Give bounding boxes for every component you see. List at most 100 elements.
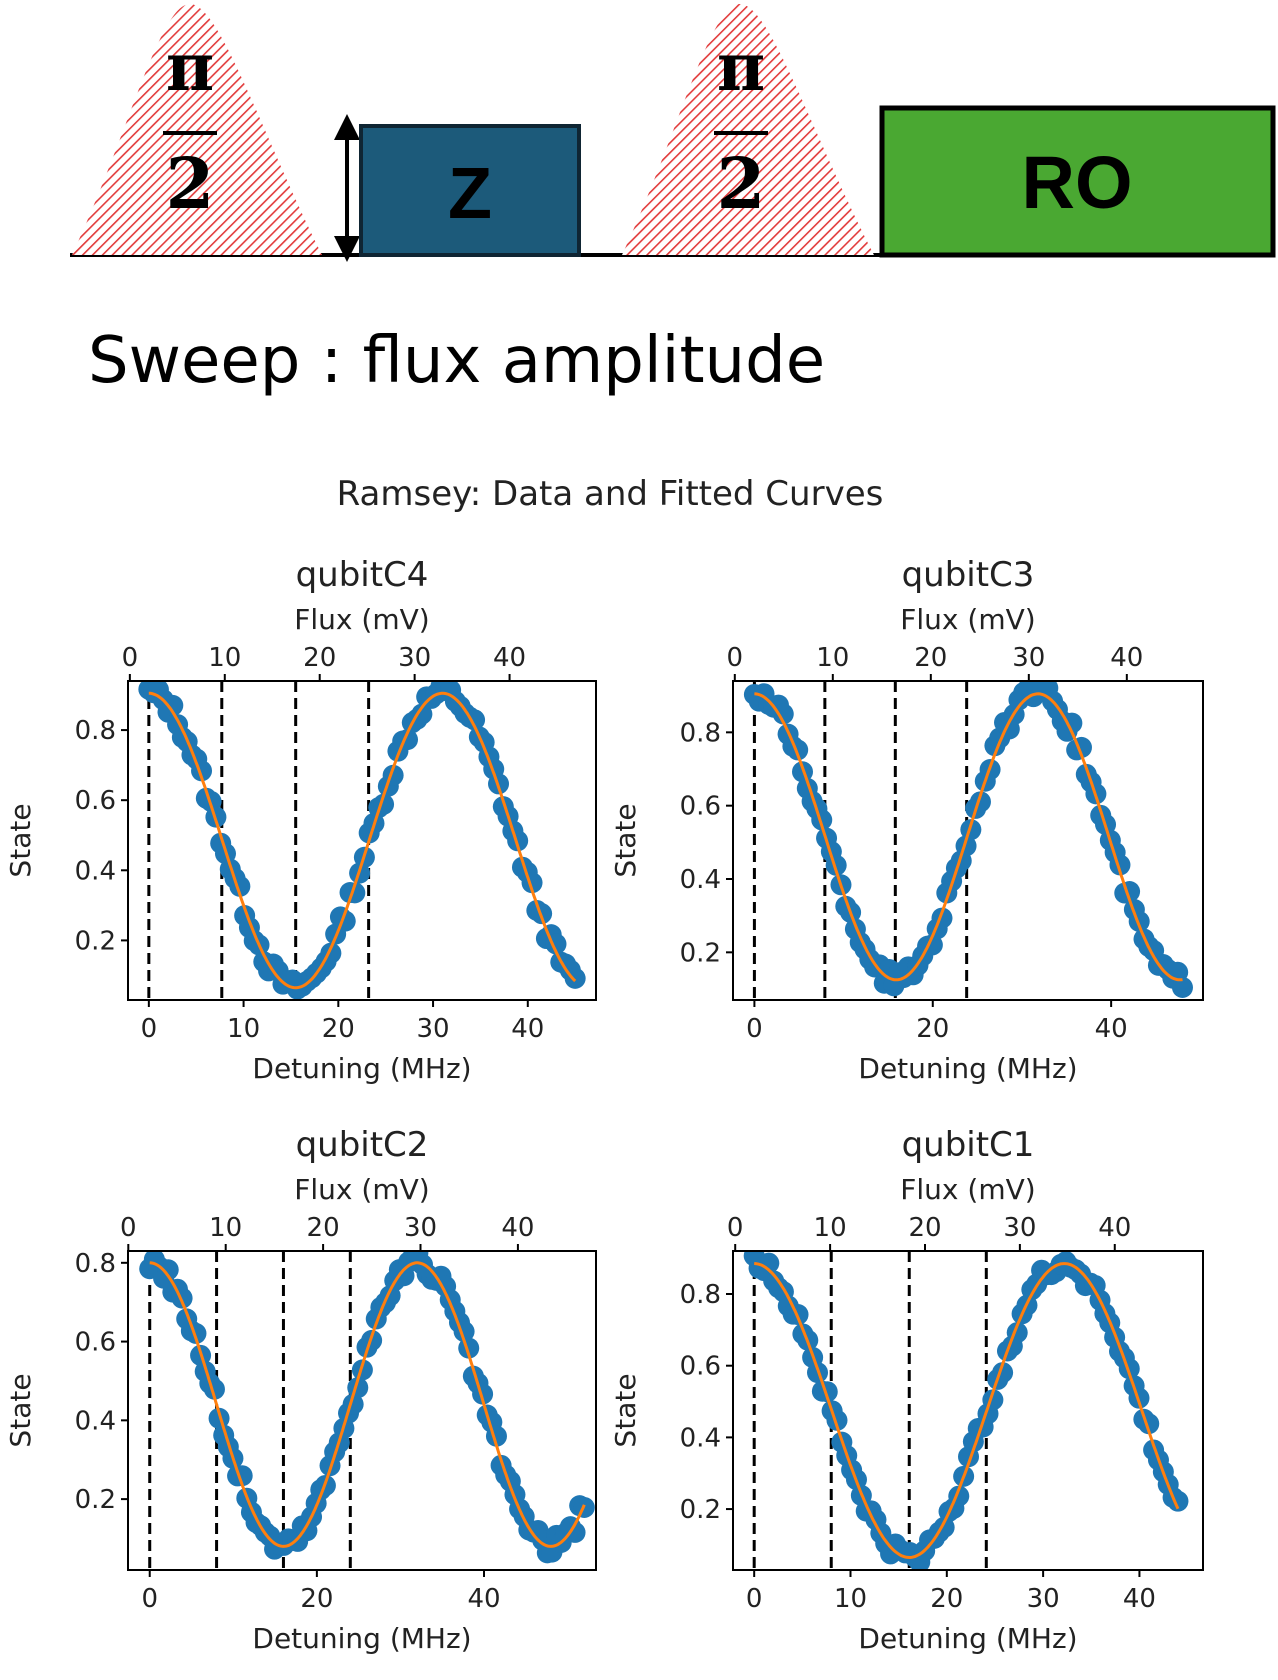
flux-pulse-box [359,124,581,257]
y-tick-label: 0.4 [680,865,721,895]
pulse2-numerator: π [717,28,765,106]
data-point [411,703,433,725]
top-x-tick-label: 10 [208,643,241,673]
data-point [955,835,977,857]
top-x-tick-label: 10 [816,643,849,673]
fit-curve [148,691,577,990]
y-tick-label: 0.6 [680,1352,721,1382]
x-tick-label: 10 [227,1014,260,1044]
readout-label: RO [1022,141,1133,224]
top-x-tick-label: 0 [727,643,744,673]
top-x-tick-label: 20 [914,643,947,673]
data-point [1171,976,1193,998]
top-x-tick-label: 10 [814,1213,847,1243]
top-x-tick-label: 0 [727,1213,744,1243]
x-tick-label: 0 [141,1014,158,1044]
y-tick-label: 0.8 [680,1280,721,1310]
data-point [758,1252,780,1274]
data-point [1118,1358,1140,1380]
x-axis-title: Detuning (MHz) [858,1052,1077,1085]
data-point [825,854,847,876]
y-tick-label: 0.8 [75,1249,116,1279]
pulse1-denominator: 2 [166,142,215,225]
y-tick-label: 0.6 [680,792,721,822]
y-tick-label: 0.4 [75,856,116,886]
x-tick-label: 20 [916,1014,949,1044]
x-tick-label: 20 [930,1584,963,1614]
subplot-qubitC4: 0 10 20 30 40 0 10 20 30 40 0.2 0.4 0.6 0.8 Detuning (… [4,555,597,1085]
data-point [351,1359,373,1381]
y-tick-label: 0.6 [75,786,116,816]
subplot-qubitC3: 0 20 40 0 10 20 30 40 0.2 0.4 0.6 0.8 Detuning (MHz)… [609,555,1204,1085]
x-tick-label: 40 [511,1014,544,1044]
y-axis-title: State [4,803,37,877]
data-point [157,1259,179,1281]
fit-curve [754,1262,1180,1560]
x-tick-label: 30 [1027,1584,1060,1614]
top-x-axis-title: Flux (mV) [294,1173,429,1206]
data-point [772,703,794,725]
top-x-tick-label: 30 [404,1213,437,1243]
x-tick-label: 20 [322,1014,355,1044]
y-axis-title: State [609,1373,642,1447]
pulse1-numerator: π [166,28,214,106]
top-x-tick-label: 20 [908,1213,941,1243]
data-point [472,1383,494,1405]
plot-frame [732,1250,1204,1571]
pulse-sequence: π 2 Z π 2 RO [70,4,1276,262]
pulse2-denominator: 2 [717,142,766,225]
data-points [138,681,586,1000]
top-x-tick-label: 40 [501,1213,534,1243]
data-point [816,1381,838,1403]
data-point [564,1521,586,1543]
x-axis-title: Detuning (MHz) [252,1052,471,1085]
x-tick-label: 30 [417,1014,450,1044]
figure-title: Ramsey: Data and Fitted Curves [337,474,884,514]
subplot-title: qubitC1 [902,1125,1035,1165]
top-x-tick-label: 40 [493,643,526,673]
x-tick-label: 40 [1123,1584,1156,1614]
y-tick-label: 0.4 [75,1406,116,1436]
plot-frame [127,1250,597,1571]
top-x-axis-title: Flux (mV) [900,603,1035,636]
x-axis-title: Detuning (MHz) [858,1622,1077,1655]
x-tick-label: 0 [746,1584,763,1614]
x-tick-label: 0 [141,1584,158,1614]
x-tick-label: 40 [467,1584,500,1614]
data-point [811,809,833,831]
y-tick-label: 0.8 [75,716,116,746]
x-tick-label: 10 [834,1584,867,1614]
data-point [208,1407,230,1429]
y-tick-label: 0.2 [75,926,116,956]
top-x-axis-title: Flux (mV) [900,1173,1035,1206]
subplot-title: qubitC3 [902,555,1035,595]
y-tick-label: 0.2 [75,1485,116,1515]
plot-frame [127,680,597,1001]
data-points [743,1251,1189,1570]
x-tick-label: 0 [746,1014,763,1044]
flux-amplitude-arrow [334,114,360,262]
top-x-tick-label: 0 [122,643,139,673]
top-x-tick-label: 20 [307,1213,340,1243]
pi-half-pulse-2 [622,4,874,255]
y-tick-label: 0.4 [680,1423,721,1453]
fit-curve [754,692,1183,982]
top-x-tick-label: 40 [1098,1213,1131,1243]
top-x-axis-title: Flux (mV) [294,603,429,636]
top-x-tick-label: 40 [1110,643,1143,673]
x-axis-title: Detuning (MHz) [252,1622,471,1655]
data-points [139,1251,595,1564]
top-x-tick-label: 30 [398,643,431,673]
data-point [185,1322,207,1344]
data-point [162,694,184,716]
top-x-tick-label: 30 [1003,1213,1036,1243]
y-tick-label: 0.8 [680,718,721,748]
sweep-caption: Sweep : flux amplitude [88,324,825,398]
subplot-qubitC1: 0 10 20 30 40 0 10 20 30 40 0.2 0.4 0.6 0.8 Detuning (… [609,1125,1204,1655]
data-point [1061,712,1083,734]
y-tick-label: 0.2 [680,938,721,968]
readout-box [879,105,1276,258]
top-x-tick-label: 10 [209,1213,242,1243]
y-axis-title: State [609,803,642,877]
